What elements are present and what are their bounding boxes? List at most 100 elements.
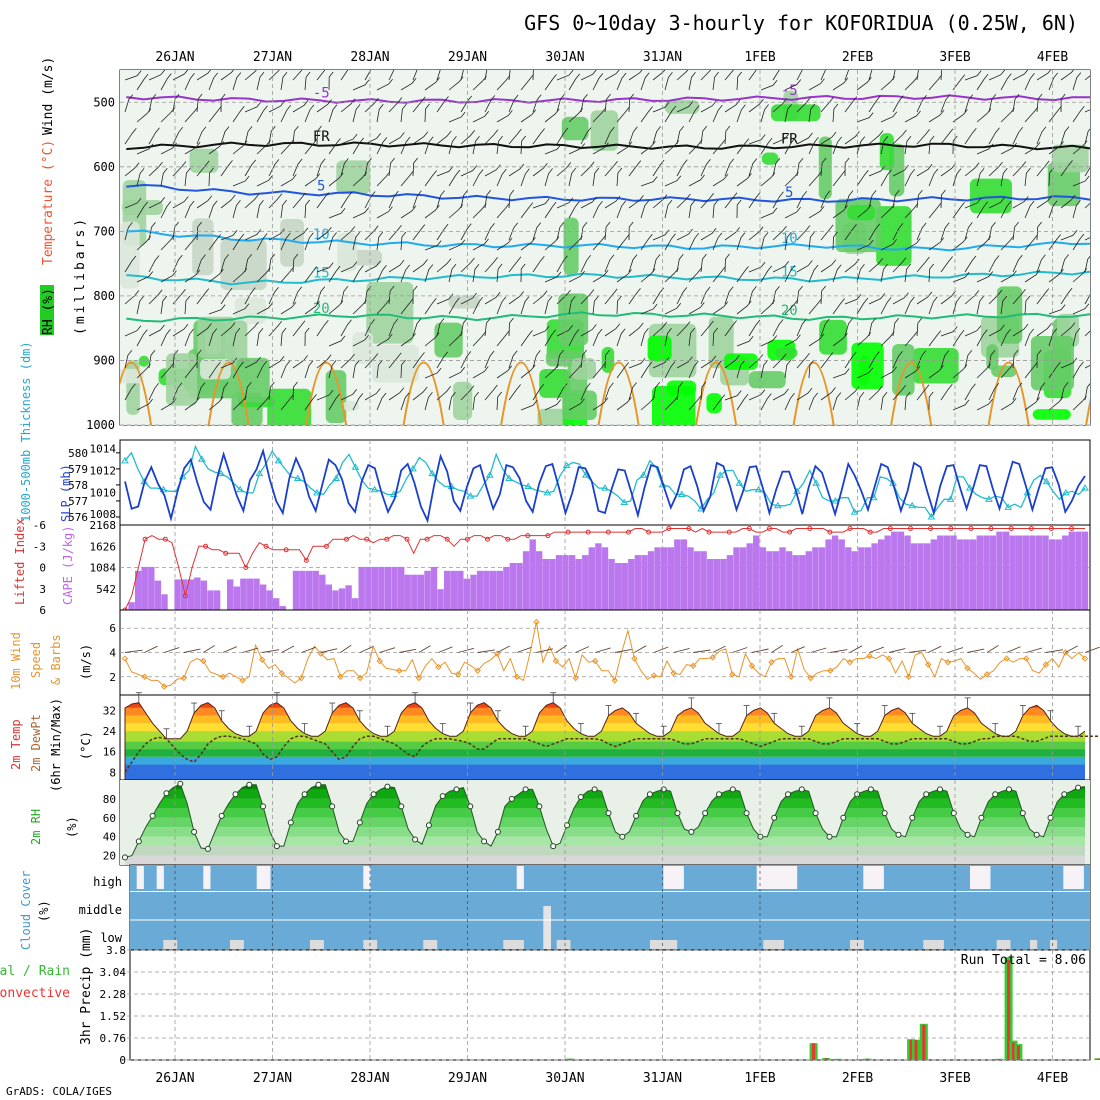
rh-patch — [1047, 162, 1080, 207]
wind-barb — [736, 199, 742, 219]
wind-barb — [364, 191, 376, 209]
wind-barb — [592, 200, 603, 219]
surface-barb — [712, 645, 726, 653]
wind-barb — [652, 102, 670, 113]
surface-barb — [262, 649, 280, 653]
cape-bar — [430, 566, 438, 610]
rh-marker — [425, 822, 432, 829]
wind-barb — [184, 269, 201, 283]
wind-barb — [976, 201, 989, 219]
wind-barb — [316, 158, 326, 177]
wind-barb — [916, 384, 930, 401]
precip-conv-bar — [909, 1039, 913, 1060]
rh-patch — [876, 206, 912, 266]
cape-bar — [424, 570, 431, 610]
wind-barb — [1072, 175, 1090, 187]
rh-marker — [370, 791, 377, 798]
wind-barb — [1000, 235, 1015, 251]
wind-barb — [400, 205, 417, 219]
wind-barb — [508, 128, 522, 145]
wind-barb — [676, 356, 693, 369]
slp-tick-1014: 1014 — [90, 443, 117, 456]
thickness-marker — [773, 501, 782, 509]
wind10m-label: 10m Wind — [9, 632, 23, 690]
wind-barb — [400, 333, 416, 347]
wind-barb — [328, 208, 346, 219]
wind-barb — [904, 391, 911, 411]
surface-barb — [693, 649, 711, 653]
rh-patch — [197, 316, 236, 358]
wind-barb — [520, 296, 530, 315]
rh-patch — [220, 239, 267, 290]
wind-barb — [376, 78, 393, 91]
wind-barb — [376, 359, 383, 379]
wind-barb — [544, 144, 562, 155]
wind-barb — [292, 70, 303, 81]
high-cloud-gap — [876, 866, 884, 889]
wind-barb — [412, 386, 428, 401]
wind-barb — [676, 381, 684, 401]
wind-barb — [388, 132, 405, 145]
wind-marker — [552, 657, 560, 665]
wind-barb — [244, 70, 257, 81]
surface-barb — [1006, 646, 1021, 653]
wind-marker — [258, 656, 266, 663]
wind-barb — [424, 264, 434, 283]
wind-barb — [748, 354, 764, 369]
wind-barb — [808, 78, 825, 91]
precip-conv-bar — [1096, 1058, 1100, 1060]
rh-band — [125, 846, 1085, 856]
wind-barb — [796, 318, 807, 337]
wind-marker — [729, 671, 736, 678]
wind-barb — [244, 381, 252, 401]
thickness-marker — [754, 485, 763, 493]
wind-barb — [544, 399, 562, 411]
rh-label: RH (%) — [41, 288, 56, 335]
wind-barb — [808, 392, 819, 411]
surface-barb — [928, 645, 942, 653]
rh-shading — [120, 70, 1090, 425]
wind-barb — [700, 228, 717, 241]
temp-tick-16: 16 — [103, 746, 116, 759]
thickness-marker — [735, 479, 744, 486]
wind-barb — [880, 239, 898, 251]
wind-barb — [988, 383, 1000, 401]
rh-marker — [605, 810, 612, 817]
wind-barb — [388, 70, 395, 81]
cape-bar — [259, 584, 267, 610]
wind-tick-4: 4 — [109, 647, 116, 660]
rh-band — [125, 836, 1085, 847]
wind-barb — [916, 256, 930, 273]
wind-barb — [280, 266, 294, 283]
wind-barb — [520, 168, 530, 187]
wind-barb — [520, 364, 536, 379]
wind-barb — [628, 254, 638, 273]
wind-barb — [160, 328, 171, 347]
wind-barb — [724, 286, 734, 305]
cape-bar — [851, 551, 859, 610]
rh-patch — [892, 343, 915, 396]
rh-marker — [122, 854, 128, 861]
wind-barb — [952, 272, 970, 283]
precip-conv-bar — [568, 1058, 572, 1060]
wind-barb — [424, 103, 430, 123]
wind-barb — [892, 70, 896, 81]
cape-bar — [930, 539, 937, 610]
wind-barb — [412, 224, 426, 241]
wind-barb — [148, 127, 160, 145]
wind-barb — [1060, 357, 1078, 369]
rh-patch — [558, 293, 589, 346]
thickness-marker — [505, 474, 513, 481]
wind-barb — [280, 232, 291, 251]
wind-barb — [460, 70, 464, 81]
wind-barb — [880, 263, 888, 283]
wind-barb — [544, 329, 557, 347]
wind-barb — [424, 136, 434, 155]
wind-barb — [220, 382, 229, 401]
li-tick-0: 0 — [39, 562, 46, 575]
wind-barb — [1060, 230, 1078, 241]
wind-barb — [1048, 268, 1064, 283]
wind-barb — [928, 168, 939, 187]
wind-barb — [748, 191, 761, 209]
wind-barb — [928, 365, 944, 379]
